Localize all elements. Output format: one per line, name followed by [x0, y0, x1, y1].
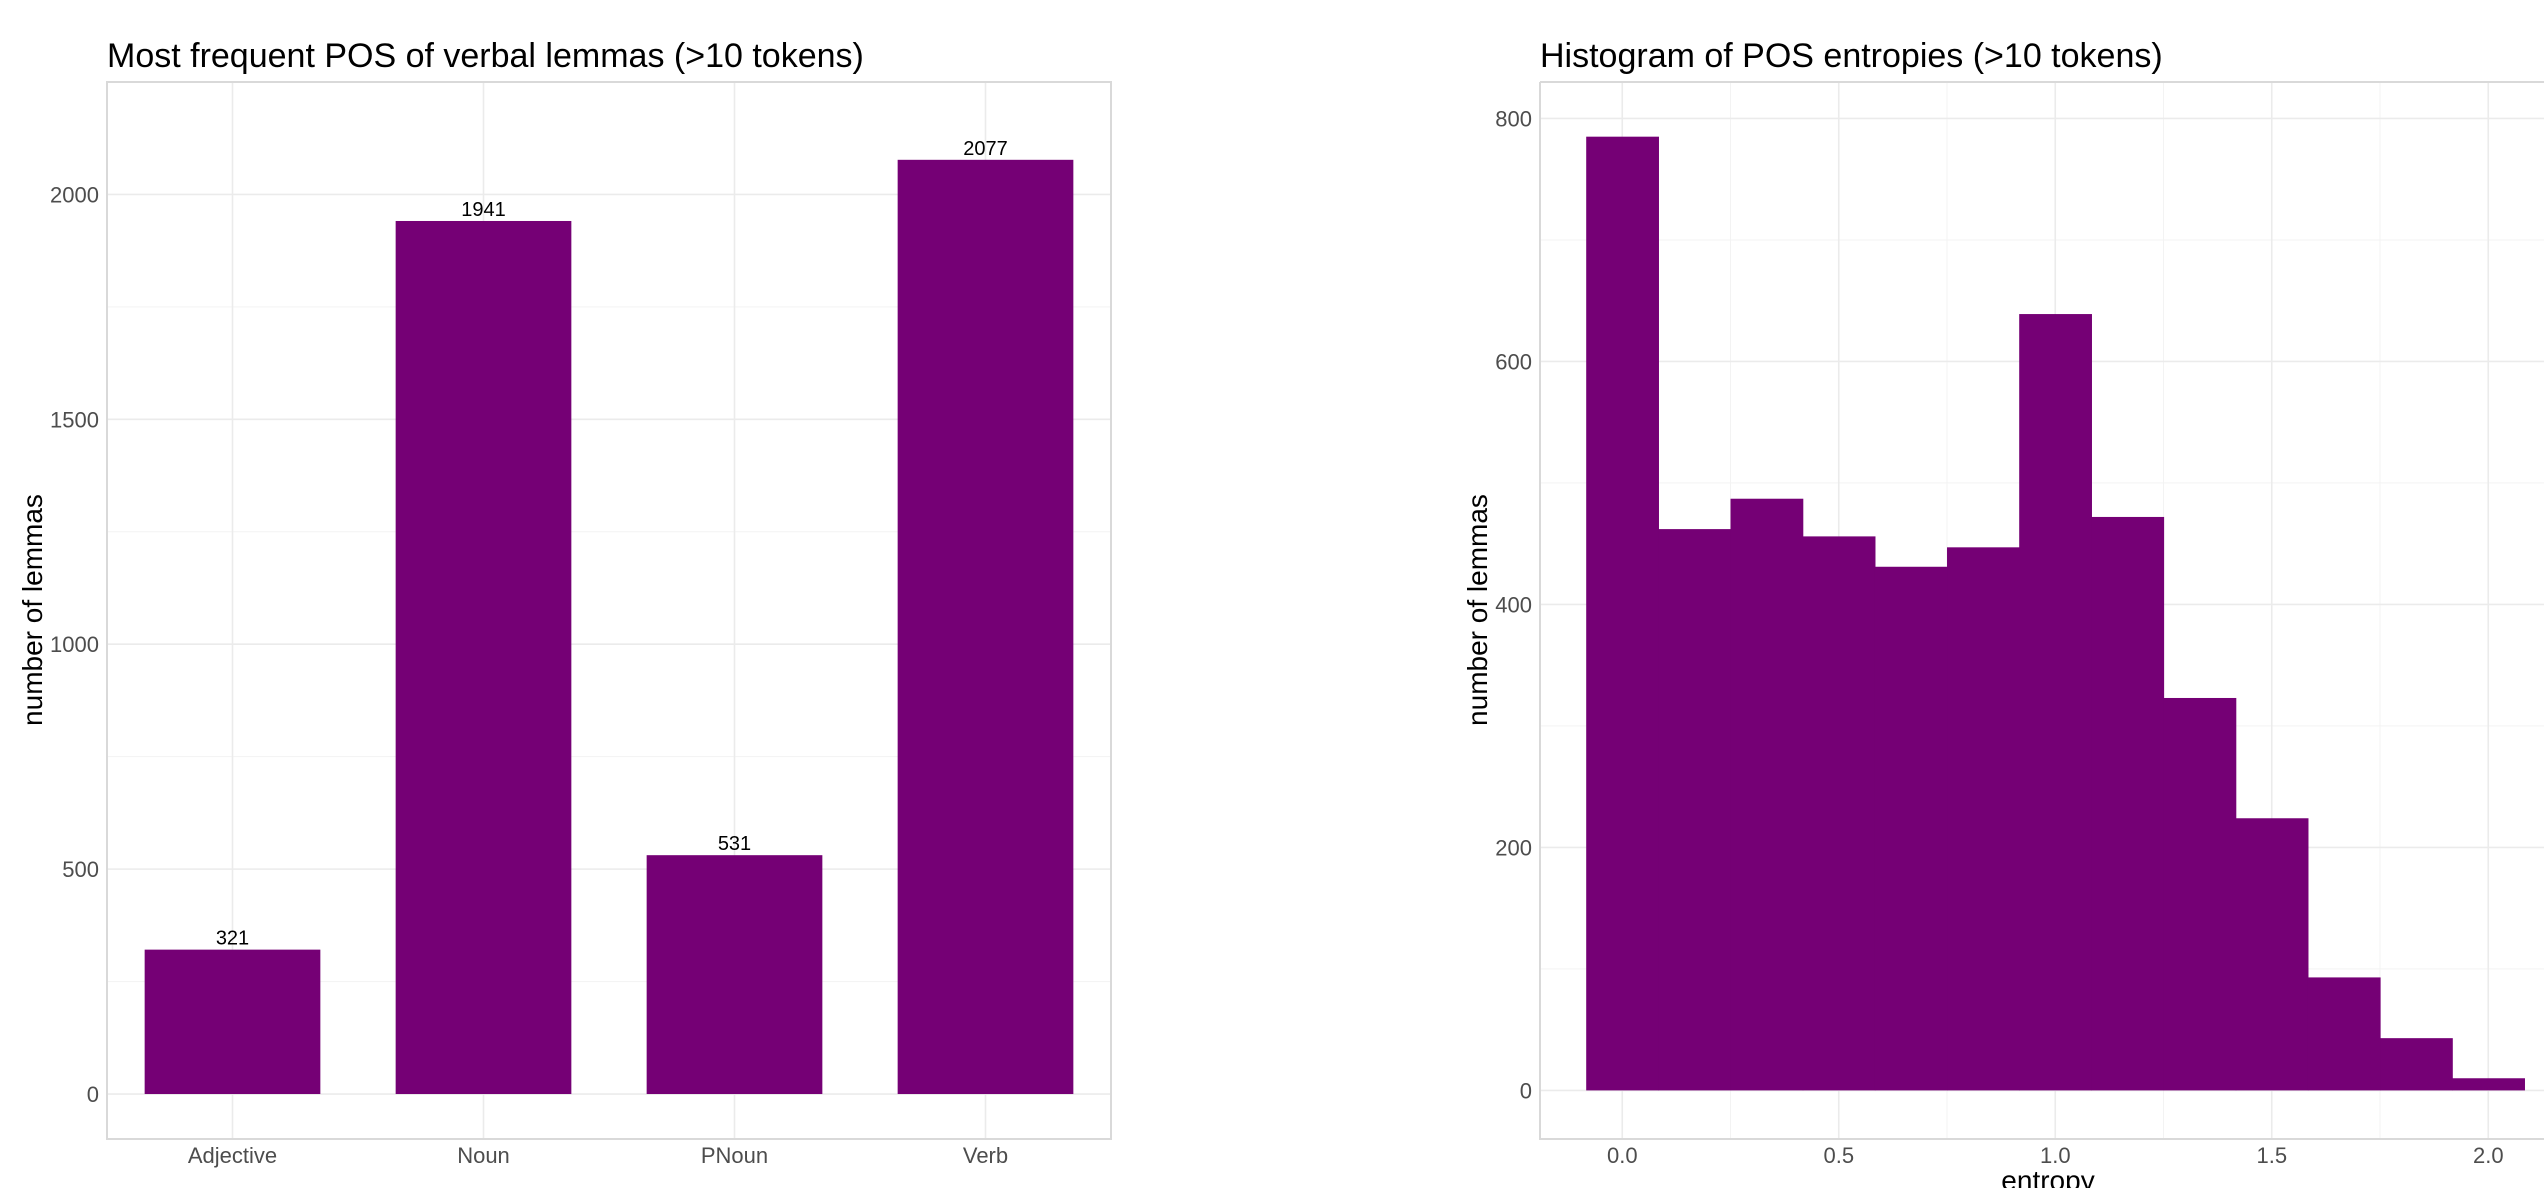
chart1-panel-border: [106, 81, 1112, 1140]
chart1-x-tick-label: Noun: [457, 1143, 510, 1168]
histogram-bin: [2307, 977, 2381, 1091]
data-label-adjective: 321: [216, 928, 249, 950]
chart2-x-tick-label: 1.0: [2040, 1143, 2071, 1168]
chart2-y-tick-label: 600: [1495, 349, 1532, 374]
chart1-x-tick-label: Adjective: [188, 1143, 277, 1168]
chart1-y-tick-label: 2000: [50, 182, 99, 207]
chart1-y-tick-label: 1000: [50, 632, 99, 657]
chart2-x-axis-label: entropy: [2001, 1165, 2094, 1188]
chart2-title: Histogram of POS entropies (>10 tokens): [1540, 37, 2163, 75]
chart2-y-tick-label: 400: [1495, 592, 1532, 617]
histogram-bin: [2091, 516, 2165, 1091]
data-label-noun: 1941: [461, 199, 506, 221]
chart1-x-tick-label: Verb: [963, 1143, 1008, 1168]
chart2-panel-border: [1539, 81, 2544, 1140]
bar-noun: [395, 220, 572, 1095]
chart2-y-tick-label: 0: [1520, 1078, 1532, 1103]
chart2-x-ticks: 0.0 0.5 1.0 1.5 2.0: [1607, 1143, 2504, 1168]
histogram-bin: [2452, 1078, 2525, 1091]
histogram-bin: [2163, 697, 2237, 1091]
histogram-bin: [1730, 498, 1804, 1091]
histogram-bin: [1947, 547, 2020, 1091]
bar-pnoun: [646, 855, 823, 1095]
chart1-x-ticks: Adjective Noun PNoun Verb: [188, 1143, 1008, 1168]
histogram-bin: [2380, 1038, 2453, 1091]
chart1-title: Most frequent POS of verbal lemmas (>10 …: [107, 37, 864, 75]
chart1-y-tick-label: 0: [87, 1082, 99, 1107]
chart2-y-tick-label: 200: [1495, 835, 1532, 860]
chart2-x-tick-label: 0.0: [1607, 1143, 1638, 1168]
bar-adjective: [144, 949, 321, 1095]
histogram-bin: [1658, 529, 1732, 1091]
chart1-x-tick-label: PNoun: [701, 1143, 768, 1168]
chart1-data-labels: 321 1941 531 2077: [216, 138, 1008, 950]
histogram-bin: [1874, 566, 1948, 1091]
chart2-x-tick-label: 1.5: [2256, 1143, 2287, 1168]
chart2-y-tick-label: 800: [1495, 106, 1532, 131]
chart2-y-axis-label: number of lemmas: [1462, 494, 1493, 726]
chart1-bars: [144, 159, 1074, 1095]
chart1-y-axis-label: number of lemmas: [17, 494, 48, 726]
chart1-y-ticks: 0 500 1000 1500 2000: [50, 182, 99, 1107]
chart2-y-ticks: 0 200 400 600 800: [1495, 106, 1532, 1103]
data-label-pnoun: 531: [718, 833, 751, 855]
chart2-x-tick-label: 0.5: [1823, 1143, 1854, 1168]
bar-verb: [897, 159, 1074, 1095]
chart1-y-tick-label: 500: [62, 857, 99, 882]
chart1-y-tick-label: 1500: [50, 407, 99, 432]
histogram-bin: [1802, 536, 1876, 1091]
data-label-verb: 2077: [963, 138, 1008, 160]
caption-fragment: (...: [78, 0, 126, 3]
chart2-x-tick-label: 2.0: [2473, 1143, 2504, 1168]
histogram-bin: [2019, 314, 2092, 1091]
entropy-histogram: Histogram of POS entropies (>10 tokens) …: [1462, 37, 2544, 1188]
chart2-bars: [1586, 136, 2525, 1091]
histogram-bin: [2235, 818, 2309, 1091]
pos-bar-chart: Most frequent POS of verbal lemmas (>10 …: [17, 37, 1112, 1168]
histogram-bin: [1586, 136, 1659, 1091]
